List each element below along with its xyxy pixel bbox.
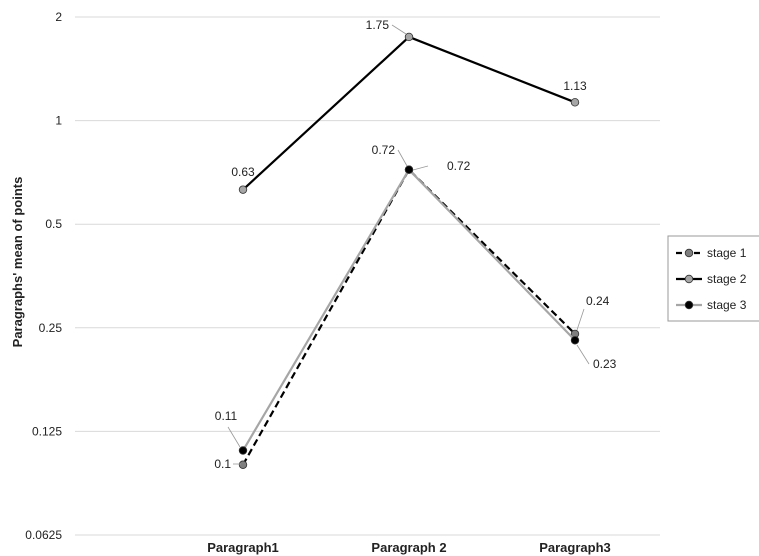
data-point: [570, 98, 580, 107]
data-point: [238, 460, 248, 469]
data-label: 0.72: [447, 159, 471, 173]
data-label: 0.23: [593, 357, 617, 371]
legend-label: stage 3: [707, 298, 747, 312]
x-tick-label: Paragraph1: [207, 540, 279, 555]
legend-item: stage 2: [676, 272, 747, 286]
data-labels: 0.63 1.75 1.13 0.11 0.72 0.23 0.1 0.24 0.72: [214, 18, 616, 471]
x-tick-label: Paragraph3: [539, 540, 611, 555]
y-axis-title: Paragraphs' mean of points: [10, 177, 25, 348]
series-lines: [238, 32, 580, 469]
legend-marker: [684, 300, 694, 310]
legend-item: stage 1: [676, 246, 747, 260]
legend-marker: [684, 248, 694, 258]
y-tick-label: 0.125: [32, 424, 62, 438]
series-stage-3: [238, 165, 580, 455]
leader-line: [397, 149, 408, 167]
data-point: [404, 32, 414, 42]
data-point: [404, 165, 414, 174]
data-point: [238, 185, 248, 194]
y-tick-label: 1: [55, 114, 62, 128]
y-tick-label: 2: [55, 10, 62, 24]
legend-marker: [684, 274, 694, 284]
data-label: 1.75: [366, 18, 390, 32]
gridlines: [75, 16, 660, 536]
series-line: [242, 167, 576, 452]
series-stage-1: [238, 165, 580, 469]
leader-line: [576, 344, 590, 365]
data-label: 0.11: [215, 409, 238, 423]
legend: stage 1 stage 2 stage 3: [667, 235, 759, 322]
data-point: [238, 446, 248, 455]
legend-label: stage 1: [707, 246, 747, 260]
x-tick-label: Paragraph 2: [371, 540, 446, 555]
y-tick-label: 0.5: [45, 217, 62, 231]
series-line: [242, 167, 576, 466]
y-tick-label: 0.0625: [25, 528, 62, 542]
series-stage-2: [238, 32, 580, 194]
data-label: 0.1: [214, 457, 231, 471]
x-axis: Paragraph1 Paragraph 2 Paragraph3: [207, 540, 611, 555]
data-label: 1.13: [563, 79, 587, 93]
leader-line: [576, 308, 585, 331]
data-point: [570, 336, 580, 345]
y-tick-label: 0.25: [39, 321, 63, 335]
data-label: 0.63: [231, 165, 255, 179]
leader-line: [412, 165, 429, 171]
y-axis: 2 1 0.5 0.25 0.125 0.0625: [25, 10, 62, 542]
legend-item: stage 3: [676, 298, 747, 312]
data-label: 0.72: [372, 143, 396, 157]
leader-line: [227, 426, 241, 448]
legend-label: stage 2: [707, 272, 747, 286]
leader-line: [391, 24, 407, 35]
data-label: 0.24: [586, 294, 610, 308]
